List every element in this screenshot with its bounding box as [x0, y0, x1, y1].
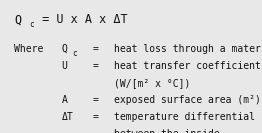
- Text: Q: Q: [14, 13, 21, 26]
- Text: ΔT: ΔT: [62, 112, 73, 122]
- Text: =: =: [93, 112, 99, 122]
- Text: = U x A x ΔT: = U x A x ΔT: [35, 13, 128, 26]
- Text: exposed surface area (m²): exposed surface area (m²): [114, 95, 261, 105]
- Text: =: =: [93, 95, 99, 105]
- Text: Where: Where: [14, 44, 44, 54]
- Text: c: c: [30, 20, 34, 29]
- Text: Q: Q: [62, 44, 67, 54]
- Text: (W/[m² x °C]): (W/[m² x °C]): [114, 78, 190, 88]
- Text: heat loss through a material: heat loss through a material: [114, 44, 262, 54]
- Text: =: =: [93, 44, 99, 54]
- Text: A: A: [62, 95, 67, 105]
- Text: between the inside: between the inside: [114, 129, 220, 133]
- Text: =: =: [93, 61, 99, 71]
- Text: c: c: [72, 49, 77, 58]
- Text: heat transfer coefficient: heat transfer coefficient: [114, 61, 261, 71]
- Text: temperature differential: temperature differential: [114, 112, 255, 122]
- Text: U: U: [62, 61, 67, 71]
